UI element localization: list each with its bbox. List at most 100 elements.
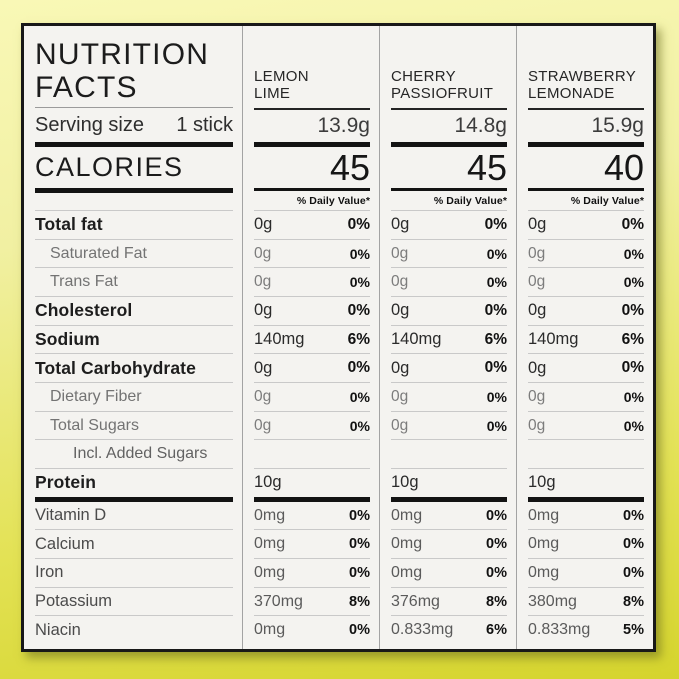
label-column: NUTRITION FACTS Serving size 1 stick CAL… [24,26,242,649]
daily-value-cell: 0% [347,301,370,319]
amount-cell: 10g [391,473,419,492]
nutrient-row: Total fat [35,211,233,240]
nutrient-value-row: 140mg 6% [528,326,644,355]
panel-title-line2: FACTS [35,71,138,104]
thick-bar [528,142,644,147]
thick-bar [35,188,233,193]
nutrient-value-row: 370mg 8% [254,588,370,617]
nutrition-facts-panel: NUTRITION FACTS Serving size 1 stick CAL… [21,23,656,652]
calories-label: CALORIES [35,152,184,182]
nutrient-label: Total Sugars [50,416,139,434]
nutrient-value-row: 0mg 0% [254,559,370,588]
nutrient-row: Saturated Fat [35,240,233,269]
flavor-name-line2: LEMONADE [528,85,615,102]
amount-cell: 0g [391,416,409,434]
nutrient-value-row: 10g [391,469,507,502]
daily-value-cell: 0% [621,359,644,377]
daily-value-cell: 0% [347,359,370,377]
nutrient-value-row: 0mg 0% [254,502,370,531]
amount-cell: 0g [254,301,273,320]
serving-weight: 15.9g [591,114,644,137]
nutrient-row: Incl. Added Sugars [35,440,233,470]
nutrient-label: Dietary Fiber [50,387,142,405]
nutrient-value-row: 0g 0% [254,297,370,326]
daily-value-cell: 0% [486,388,507,405]
amount-cell: 0g [254,358,273,377]
daily-value-cell: 0% [486,507,507,524]
daily-value-cell: 6% [347,330,370,348]
nutrient-value-row [391,440,507,470]
nutrient-row: Dietary Fiber [35,383,233,412]
nutrient-value-row: 0g 0% [528,211,644,240]
daily-value-cell: 0% [623,536,644,553]
nutrient-value-row: 0g 0% [254,240,370,269]
nutrient-value-row: 0.833mg 5% [528,616,644,644]
flavor-name: CHERRY PASSIOFRUIT [391,68,507,102]
daily-value-cell: 0% [621,301,644,319]
daily-value-cell: 0% [349,536,370,553]
flavor-name-line2: LIME [254,85,291,102]
label-column-header: NUTRITION FACTS Serving size 1 stick CAL… [24,26,242,210]
flavor-column-lemon-lime: LEMON LIME 13.9g 45 % Daily Value* 0g 0% 0… [242,26,379,649]
calories-value: 45 [466,146,507,188]
nutrient-row: Iron [35,559,233,588]
amount-cell: 0g [254,244,272,262]
nutrient-value-rows: 0g 0% 0g 0% 0g 0% 0g 0% 140mg 6% 0g 0% 0g 0% 0g 0% 10g 0m… [528,210,644,644]
daily-value-cell: 0% [623,507,644,524]
nutrient-row: Total Carbohydrate [35,354,233,384]
amount-cell: 0g [391,301,410,320]
nutrient-value-row [528,440,644,470]
flavor-name: STRAWBERRY LEMONADE [528,68,644,102]
nutrient-row: Protein [35,469,233,502]
nutrient-value-row: 0g 0% [391,268,507,298]
flavor-header: LEMON LIME 13.9g 45 % Daily Value* [243,26,379,210]
nutrient-value-row: 0g 0% [391,354,507,384]
daily-value-cell: 8% [623,593,644,610]
flavor-name-line1: STRAWBERRY [528,68,637,85]
daily-value-cell: 0% [349,388,370,405]
nutrient-row: Vitamin D [35,502,233,531]
amount-cell: 10g [528,473,556,492]
serving-size-row: Serving size 1 stick [35,108,233,142]
nutrient-value-row: 0g 0% [528,412,644,441]
nutrient-label: Cholesterol [35,300,133,321]
amount-cell: 0mg [528,506,560,524]
nutrient-value-rows: 0g 0% 0g 0% 0g 0% 0g 0% 140mg 6% 0g 0% 0g 0% 0g 0% 10g 0m… [254,210,370,644]
flavor-name-line1: CHERRY [391,68,456,85]
nutrient-value-row: 0mg 0% [528,502,644,531]
daily-value-cell: 0% [349,274,370,291]
nutrient-label: Vitamin D [35,506,107,525]
amount-cell: 0g [528,416,546,434]
nutrient-row: Cholesterol [35,297,233,326]
nutrient-value-rows: 0g 0% 0g 0% 0g 0% 0g 0% 140mg 6% 0g 0% 0g 0% 0g 0% 10g 0m… [391,210,507,644]
nutrient-label: Saturated Fat [50,244,147,262]
amount-cell: 140mg [254,330,305,349]
daily-value-cell: 6% [621,330,644,348]
title-divider [35,107,233,108]
daily-value-cell: 0% [623,564,644,581]
nutrient-value-row: 0g 0% [528,383,644,412]
nutrient-label: Protein [35,472,96,493]
daily-value-cell: 0% [484,359,507,377]
daily-value-cell: 0% [623,274,644,291]
daily-value-cell: 0% [621,215,644,233]
amount-cell: 370mg [254,592,303,610]
daily-value-note: % Daily Value* [433,194,507,207]
nutrient-value-row: 0g 0% [528,268,644,298]
calories-value: 45 [329,146,370,188]
amount-cell: 0g [254,416,272,434]
nutrient-label-rows: Total fat Saturated Fat Trans Fat Cholester… [35,210,233,644]
daily-value-cell: 0% [484,215,507,233]
amount-cell: 0g [528,387,546,405]
nutrient-row: Niacin [35,616,233,644]
panel-title-line1: NUTRITION [35,38,210,71]
thick-bar [254,142,370,147]
nutrient-value-row: 10g [528,469,644,502]
flavor-header: CHERRY PASSIOFRUIT 14.8g 45 % Daily Valu… [380,26,516,210]
flavor-column-cherry-passiofruit: CHERRY PASSIOFRUIT 14.8g 45 % Daily Valu… [379,26,516,649]
amount-cell: 0g [391,273,409,291]
nutrient-value-row: 0g 0% [254,354,370,384]
nutrient-value-row: 0.833mg 6% [391,616,507,644]
daily-value-cell: 0% [349,245,370,262]
